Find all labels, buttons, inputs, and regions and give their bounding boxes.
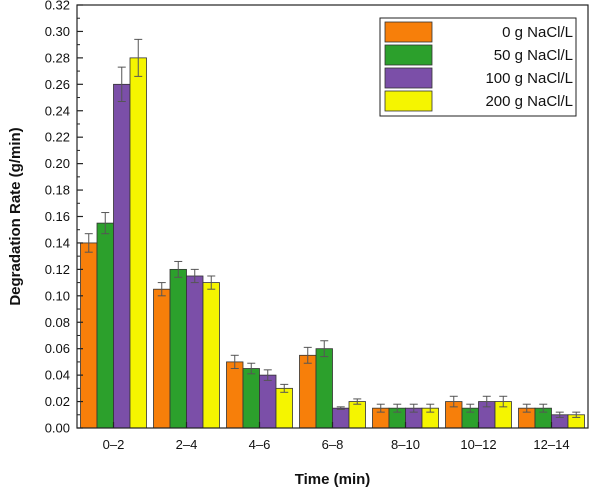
bars	[80, 57, 585, 429]
x-tick-label: 10–12	[460, 437, 496, 452]
y-tick-label: 0.02	[45, 394, 70, 409]
y-tick-label: 0.30	[45, 24, 70, 39]
y-tick-label: 0.00	[45, 421, 70, 436]
x-tick-label: 4–6	[249, 437, 271, 452]
bar-50-g-nacl-l-2	[242, 368, 260, 429]
legend-label: 0 g NaCl/L	[502, 24, 573, 41]
bar-100-g-nacl-l-1	[186, 275, 204, 429]
y-tick-label: 0.32	[45, 0, 70, 13]
bar-50-g-nacl-l-1	[169, 268, 187, 429]
y-axis-title: Degradation Rate (g/min)	[7, 127, 24, 305]
bar-0-g-nacl-l-0	[80, 242, 98, 429]
x-tick-label: 2–4	[176, 437, 198, 452]
bar-0-g-nacl-l-1	[153, 288, 171, 429]
bar-100-g-nacl-l-3	[332, 407, 350, 429]
y-tick-label: 0.16	[45, 209, 70, 224]
y-tick-label: 0.04	[45, 368, 70, 383]
x-tick-label: 8–10	[391, 437, 420, 452]
bar-200-g-nacl-l-1	[202, 282, 220, 429]
bar-200-g-nacl-l-2	[275, 387, 293, 429]
y-tick-label: 0.28	[45, 50, 70, 65]
error-bars	[84, 38, 581, 418]
y-tick-label: 0.10	[45, 288, 70, 303]
legend: 0 g NaCl/L 50 g NaCl/L 100 g NaCl/L 200 g N…	[379, 17, 577, 117]
x-axis-title: Time (min)	[295, 471, 371, 488]
x-axis: 0–2 2–4 4–6 6–8 8–10 10–12 12–14	[103, 422, 570, 452]
bar-200-g-nacl-l-0	[129, 57, 147, 429]
y-tick-label: 0.12	[45, 262, 70, 277]
y-tick-label: 0.22	[45, 130, 70, 145]
legend-swatch	[384, 21, 433, 43]
y-tick-label: 0.14	[45, 235, 70, 250]
y-tick-label: 0.08	[45, 315, 70, 330]
y-tick-label: 0.26	[45, 77, 70, 92]
y-tick-label: 0.18	[45, 183, 70, 198]
legend-label: 100 g NaCl/L	[485, 70, 573, 87]
x-tick-label: 6–8	[322, 437, 344, 452]
bar-0-g-nacl-l-2	[226, 361, 244, 429]
bar-100-g-nacl-l-0	[113, 83, 131, 429]
legend-label: 200 g NaCl/L	[485, 93, 573, 110]
y-tick-label: 0.20	[45, 156, 70, 171]
legend-swatch	[384, 67, 433, 89]
y-tick-label: 0.24	[45, 103, 70, 118]
x-tick-label: 12–14	[533, 437, 569, 452]
legend-swatch	[384, 44, 433, 66]
bar-100-g-nacl-l-2	[259, 374, 277, 429]
x-tick-label: 0–2	[103, 437, 125, 452]
legend-swatch	[384, 90, 433, 112]
bar-50-g-nacl-l-0	[96, 222, 114, 429]
bar-0-g-nacl-l-3	[299, 354, 317, 429]
bar-200-g-nacl-l-3	[348, 401, 366, 429]
bar-50-g-nacl-l-3	[315, 348, 333, 429]
y-tick-label: 0.06	[45, 341, 70, 356]
y-axis: 0.00 0.02 0.04 0.06 0.08 0.10 0.12 0.14 0.16 0.18…	[45, 0, 83, 436]
legend-label: 50 g NaCl/L	[494, 47, 573, 64]
